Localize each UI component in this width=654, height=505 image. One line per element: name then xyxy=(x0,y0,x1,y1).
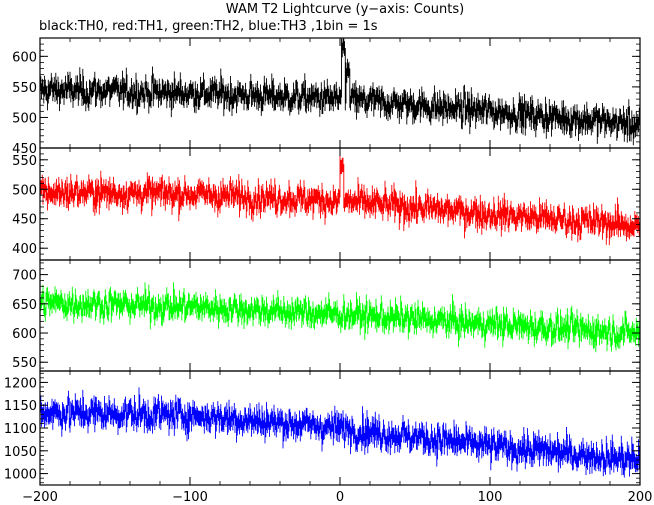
y-tick-label: 1200 xyxy=(4,376,37,391)
x-tick-label: 0 xyxy=(336,490,344,505)
y-tick-label: 550 xyxy=(12,356,37,371)
y-tick-label: 550 xyxy=(12,154,37,169)
y-tick-label: 400 xyxy=(12,242,37,257)
y-tick-label: 700 xyxy=(12,269,37,284)
y-tick-label: 1100 xyxy=(4,422,37,437)
chart-title: WAM T2 Lightcurve (y−axis: Counts) xyxy=(226,2,464,17)
y-tick-label: 500 xyxy=(12,183,37,198)
x-tick-label: 100 xyxy=(478,490,503,505)
series-th1 xyxy=(40,156,640,246)
panel-th1: 400 450 500 550 xyxy=(12,147,641,261)
panel-th3: 1000 1050 1100 1150 1200 xyxy=(4,370,641,486)
x-tick-label: 200 xyxy=(628,490,653,505)
chart-subtitle: black:TH0, red:TH1, green:TH2, blue:TH3 … xyxy=(39,19,378,34)
y-tick-label: 600 xyxy=(12,50,37,65)
y-tick-label: 500 xyxy=(12,111,37,126)
y-tick-label: 650 xyxy=(12,298,37,313)
series-th0 xyxy=(40,38,640,146)
y-tick-label: 450 xyxy=(12,142,37,157)
x-tick-label: −200 xyxy=(22,490,58,505)
panel-th0: 450 500 550 600 xyxy=(12,37,641,157)
panel-th2: 550 600 650 700 xyxy=(12,259,641,372)
y-tick-label: 600 xyxy=(12,327,37,342)
y-tick-label: 1150 xyxy=(4,399,37,414)
x-tick-label: −100 xyxy=(172,490,208,505)
y-tick-label: 450 xyxy=(12,213,37,228)
y-tick-label: 550 xyxy=(12,81,37,96)
series-th3 xyxy=(40,387,640,478)
series-th2 xyxy=(40,282,640,353)
y-tick-label: 1000 xyxy=(4,468,37,483)
y-tick-label: 1050 xyxy=(4,445,37,460)
